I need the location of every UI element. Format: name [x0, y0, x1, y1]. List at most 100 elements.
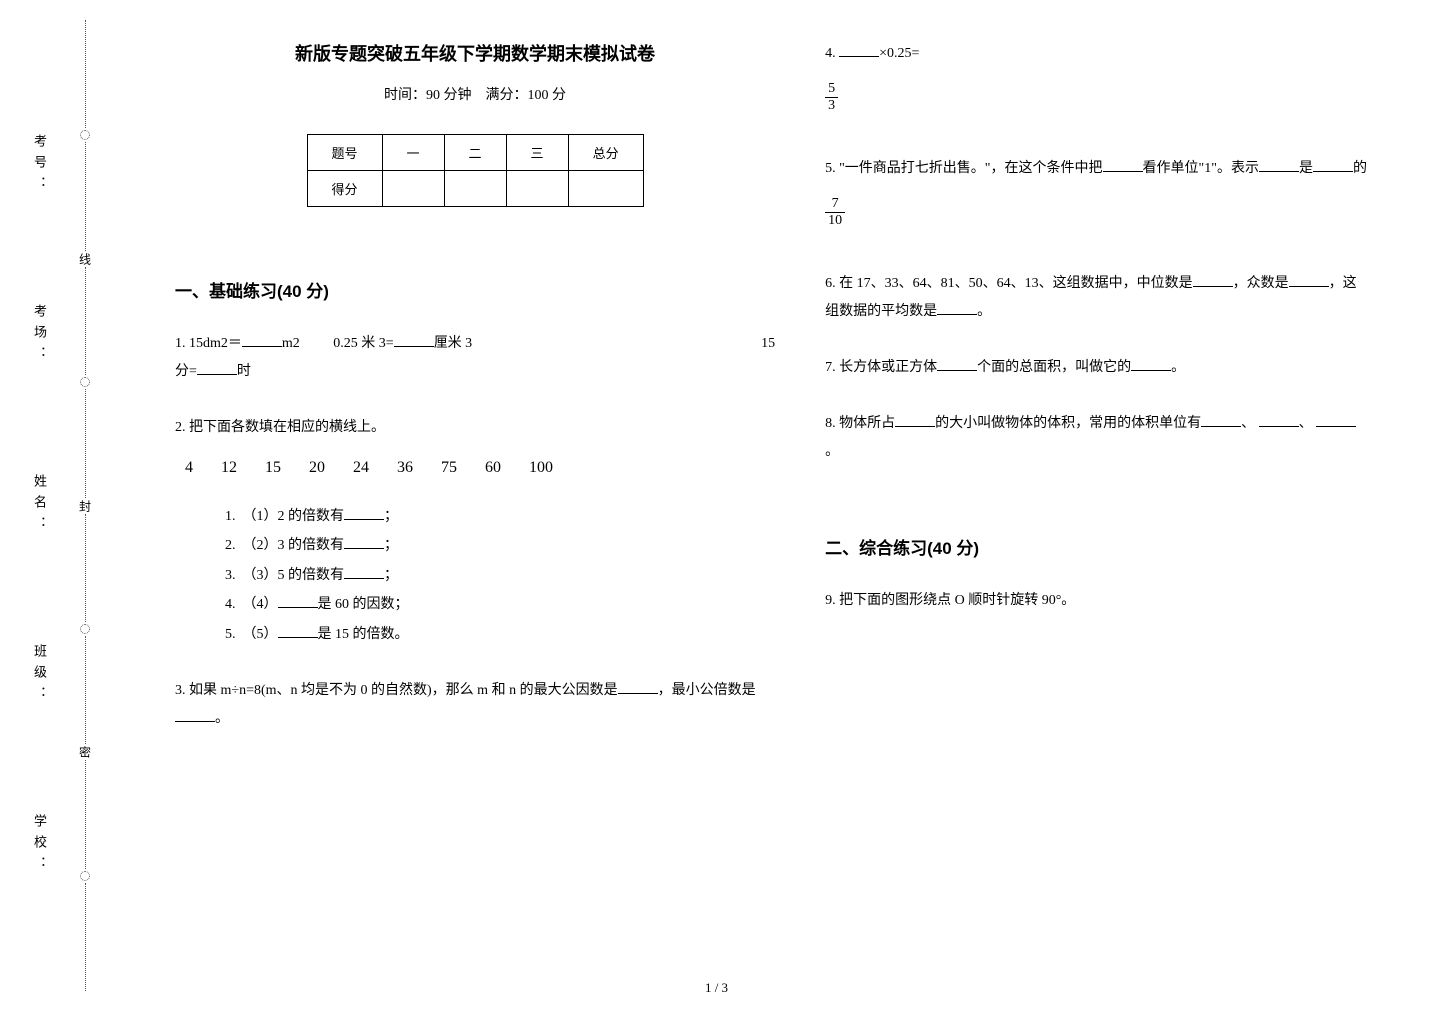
score-cell	[382, 171, 444, 207]
q5-pre: 5. "一件商品打七折出售。"，在这个条件中把	[825, 161, 1102, 176]
blank	[1313, 158, 1353, 172]
q1-p3-right: 15	[761, 330, 775, 358]
q2-item5: 5. （5）	[225, 627, 278, 642]
q4-fraction: 5 3	[825, 82, 838, 113]
seal-char-feng: 封	[77, 500, 94, 512]
q2-stem: 2. 把下面各数填在相应的横线上。	[175, 414, 775, 442]
section-a-header: 一、基础练习(40 分)	[175, 277, 775, 302]
blank	[1131, 357, 1171, 371]
frac-den: 3	[825, 98, 838, 113]
table-row: 题号 一 二 三 总分	[307, 135, 643, 171]
q1-p2-pre: 0.25 米 3=	[333, 336, 393, 351]
q7-pre: 7. 长方体或正方体	[825, 360, 937, 375]
blank	[197, 361, 237, 375]
question-9: 9. 把下面的图形绕点 O 顺时针旋转 90°。	[825, 587, 1368, 615]
question-5: 5. "一件商品打七折出售。"，在这个条件中把看作单位"1"。表示是的 7 10	[825, 155, 1368, 242]
q6-mid1: ，众数是	[1233, 276, 1289, 291]
column-right: 4. ×0.25= 5 3 5. "一件商品打七折出售。"，在这个条件中把看作单…	[800, 40, 1393, 991]
q8-sep: 、	[1241, 416, 1259, 431]
q1-p3-post: 时	[237, 364, 251, 379]
blank	[278, 624, 318, 638]
score-cell	[506, 171, 568, 207]
q2-numbers: 4 12 15 20 24 36 75 60 100	[185, 452, 775, 484]
blank	[1316, 413, 1356, 427]
vertical-info-labels: 考号： 考场： 姓名： 班级： 学校：	[30, 0, 49, 1011]
score-cell	[568, 171, 643, 207]
blank	[1103, 158, 1143, 172]
question-4: 4. ×0.25= 5 3	[825, 40, 1368, 127]
q1-p2-post: 厘米 3	[434, 336, 473, 351]
label-exam-number: 考号：	[30, 134, 49, 197]
question-7: 7. 长方体或正方体个面的总面积，叫做它的。	[825, 354, 1368, 382]
label-class: 班级：	[30, 644, 49, 707]
num: 12	[221, 452, 237, 484]
q2-item5-post: 是 15 的倍数。	[318, 627, 409, 642]
q4-post: ×0.25=	[879, 46, 919, 61]
seal-char-xian: 线	[77, 253, 94, 265]
question-2: 2. 把下面各数填在相应的横线上。 4 12 15 20 24 36 75 60…	[175, 414, 775, 649]
q2-sublist: 1. （1）2 的倍数有； 2. （2）3 的倍数有； 3. （3）5 的倍数有…	[225, 502, 775, 649]
q8-post: 。	[825, 444, 839, 459]
blank	[1289, 273, 1329, 287]
th-one: 一	[382, 135, 444, 171]
blank	[839, 43, 879, 57]
seal-char-mi: 密	[77, 746, 94, 758]
q2-item3: 3. （3）5 的倍数有	[225, 568, 344, 583]
q5-mid2: 是	[1299, 161, 1313, 176]
score-table: 题号 一 二 三 总分 得分	[307, 134, 644, 207]
label-school: 学校：	[30, 814, 49, 877]
semi: ；	[384, 509, 398, 524]
semi: ；	[384, 568, 398, 583]
page-number: 1 / 3	[705, 980, 728, 996]
blank	[937, 301, 977, 315]
num: 4	[185, 452, 193, 484]
frac-den: 10	[825, 213, 845, 228]
table-row: 得分	[307, 171, 643, 207]
q3-pre: 3. 如果 m÷n=8(m、n 均是不为 0 的自然数)，那么 m 和 n 的最…	[175, 683, 618, 698]
q2-item4-post: 是 60 的因数；	[318, 597, 409, 612]
blank	[1259, 158, 1299, 172]
q8-sep: 、	[1299, 416, 1317, 431]
score-label: 得分	[307, 171, 382, 207]
exam-subtitle: 时间：90 分钟 满分：100 分	[175, 84, 775, 104]
blank	[1193, 273, 1233, 287]
main-content: 新版专题突破五年级下学期数学期末模拟试卷 时间：90 分钟 满分：100 分 题…	[120, 0, 1433, 1011]
section-b-header: 二、综合练习(40 分)	[825, 534, 1368, 559]
q6-post: 。	[977, 304, 991, 319]
q2-item4: 4. （4）	[225, 597, 278, 612]
binding-margin: 考号： 考场： 姓名： 班级： 学校： 线 封 密	[0, 0, 120, 1011]
num: 24	[353, 452, 369, 484]
q8-mid: 的大小叫做物体的体积，常用的体积单位有	[935, 416, 1201, 431]
semi: ；	[384, 538, 398, 553]
num: 36	[397, 452, 413, 484]
q4-pre: 4.	[825, 46, 839, 61]
question-6: 6. 在 17、33、64、81、50、64、13、这组数据中，中位数是 ，众数是…	[825, 270, 1368, 326]
num: 60	[485, 452, 501, 484]
q8-pre: 8. 物体所占	[825, 416, 895, 431]
column-left: 新版专题突破五年级下学期数学期末模拟试卷 时间：90 分钟 满分：100 分 题…	[150, 40, 800, 991]
th-total: 总分	[568, 135, 643, 171]
exam-title: 新版专题突破五年级下学期数学期末模拟试卷	[175, 40, 775, 66]
th-number: 题号	[307, 135, 382, 171]
question-8: 8. 物体所占 的大小叫做物体的体积，常用的体积单位有 、 、 。	[825, 410, 1368, 466]
blank	[1259, 413, 1299, 427]
q1-p1-pre: 1. 15dm2＝	[175, 336, 242, 351]
th-three: 三	[506, 135, 568, 171]
th-two: 二	[444, 135, 506, 171]
score-cell	[444, 171, 506, 207]
blank	[175, 708, 215, 722]
q7-post: 。	[1171, 360, 1185, 375]
q6-pre: 6. 在 17、33、64、81、50、64、13、这组数据中，中位数是	[825, 276, 1193, 291]
blank	[344, 535, 384, 549]
blank	[1201, 413, 1241, 427]
q2-item1: 1. （1）2 的倍数有	[225, 509, 344, 524]
q1-p1-post: m2	[282, 336, 300, 351]
num: 100	[529, 452, 553, 484]
blank	[344, 506, 384, 520]
q3-mid: ，最小公倍数是	[658, 683, 756, 698]
frac-num: 5	[825, 82, 838, 98]
blank	[895, 413, 935, 427]
num: 15	[265, 452, 281, 484]
question-1: 1. 15dm2＝m2 0.25 米 3=厘米 3 15 分=时	[175, 330, 775, 386]
blank	[242, 333, 282, 347]
